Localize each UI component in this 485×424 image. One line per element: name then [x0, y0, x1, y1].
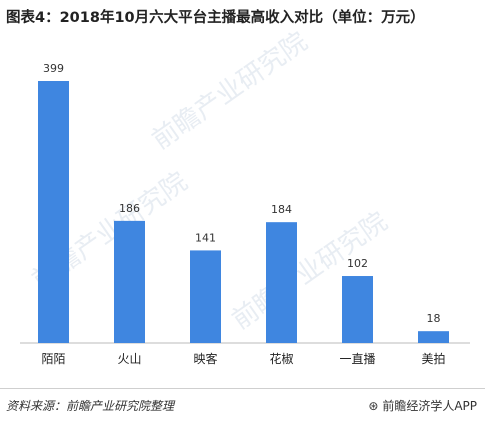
bar-chart: 前瞻产业研究院 前瞻产业研究院 前瞻产业研究院 399陌陌186火山141映客1…	[20, 27, 470, 366]
bar-5	[418, 331, 449, 343]
chart-title: 图表4：2018年10月六大平台主播最高收入对比（单位：万元）	[6, 10, 425, 26]
x-tick-label-4: 一直播	[339, 352, 375, 366]
x-tick-label-1: 火山	[117, 352, 141, 366]
x-tick-label-0: 陌陌	[41, 352, 65, 366]
bar-1	[114, 220, 145, 343]
source-note: 资料来源：前瞻产业研究院整理	[6, 399, 175, 413]
brand-label: ⊛ 前瞻经济学人APP	[368, 397, 477, 414]
x-tick-label-5: 美拍	[421, 351, 445, 366]
bar-3	[266, 222, 297, 343]
bar-4	[342, 276, 373, 343]
x-tick-label-2: 映客	[193, 351, 217, 366]
footer: 资料来源：前瞻产业研究院整理 ⊛ 前瞻经济学人APP	[0, 388, 485, 424]
data-label-2: 141	[195, 231, 216, 244]
qianzhan-logo-icon: ⊛	[368, 399, 379, 413]
bar-2	[190, 250, 221, 343]
svg-text:前瞻产业研究院: 前瞻产业研究院	[147, 27, 313, 156]
bar-0	[38, 81, 69, 343]
data-label-5: 18	[427, 312, 441, 325]
data-label-4: 102	[347, 257, 368, 270]
data-label-1: 186	[119, 202, 140, 215]
brand-text: 前瞻经济学人APP	[382, 399, 477, 413]
bars-group: 399 陌陌 186 火山 141 映客 184 花椒 102 一直播 18 美拍	[38, 62, 449, 366]
data-label-3: 184	[271, 203, 292, 216]
x-tick-label-3: 花椒	[269, 351, 293, 366]
data-label-0: 399	[43, 62, 64, 75]
